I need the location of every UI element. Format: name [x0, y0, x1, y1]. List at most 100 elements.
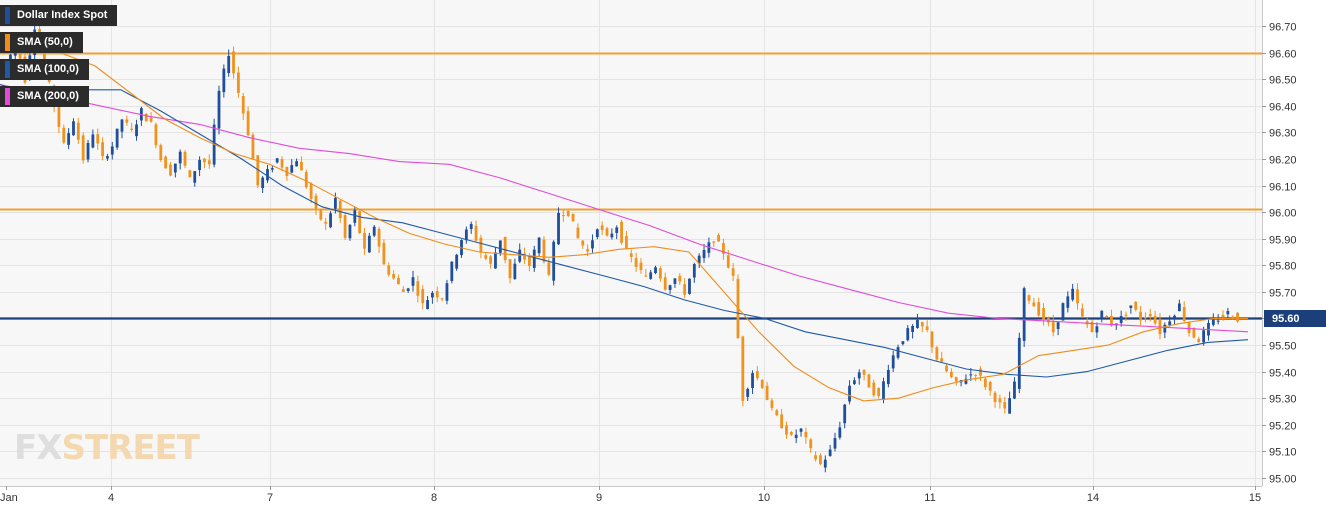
candle-body	[130, 128, 134, 131]
candle-body	[508, 259, 512, 279]
candle-body	[1037, 302, 1041, 316]
y-tick-label: 96.20	[1269, 155, 1297, 167]
candle-body	[765, 385, 769, 401]
candle-body	[110, 146, 114, 155]
candle-body	[397, 277, 400, 284]
candle-body	[823, 459, 827, 468]
candle-body	[1134, 301, 1138, 310]
candle-body	[188, 170, 192, 178]
candle-body	[833, 438, 837, 449]
candle-body	[474, 225, 478, 241]
candle-body	[440, 298, 444, 300]
candle-body	[625, 236, 628, 249]
candle-body	[159, 145, 163, 161]
y-tick-label: 96.10	[1269, 182, 1297, 194]
candle-body	[120, 119, 124, 132]
candle-body	[445, 283, 449, 301]
candle-body	[722, 243, 725, 254]
candle-body	[1144, 317, 1147, 319]
candle-body	[814, 455, 817, 460]
candle-body	[576, 227, 580, 239]
candle-body	[309, 183, 313, 199]
candle-body	[285, 166, 289, 177]
candle-body	[416, 281, 420, 296]
candle-body	[431, 292, 434, 298]
candle-body	[338, 200, 342, 219]
y-tick-label: 96.70	[1269, 22, 1297, 34]
x-tick-label: 15	[1249, 492, 1261, 504]
candle-body	[314, 195, 318, 209]
candle-body	[144, 113, 148, 122]
candle-body	[950, 371, 953, 378]
candle-body	[901, 341, 905, 345]
price-tag-label: 95.60	[1272, 313, 1300, 325]
last-price-tag: 95.60	[1264, 310, 1326, 327]
candle-body	[57, 106, 61, 127]
candle-body	[207, 160, 211, 165]
candle-body	[877, 387, 881, 397]
legend-swatch	[5, 88, 10, 105]
candle-body	[96, 134, 100, 144]
fxstreet-logo: FXSTREET	[14, 428, 200, 468]
candle-body	[1211, 319, 1215, 325]
candle-body	[1153, 316, 1157, 324]
candle-body	[697, 255, 701, 264]
candle-body	[571, 213, 575, 222]
candle-body	[489, 256, 493, 264]
candle-body	[746, 388, 750, 397]
moving-averages	[0, 52, 1249, 402]
y-tick-label: 96.60	[1269, 49, 1297, 61]
candle-body	[86, 142, 90, 160]
candle-body	[896, 347, 900, 358]
candle-body	[1139, 311, 1142, 321]
candle-body	[760, 379, 764, 388]
candle-body	[290, 165, 294, 173]
y-tick-label: 95.40	[1269, 368, 1297, 380]
candle-body	[421, 289, 425, 304]
candle-body	[1051, 321, 1055, 333]
candle-body	[280, 159, 284, 168]
candle-body	[334, 197, 337, 209]
candle-body	[857, 372, 861, 379]
candle-body	[513, 263, 517, 280]
candle-body	[135, 124, 138, 137]
candle-body	[639, 262, 643, 270]
candle-body	[702, 249, 706, 259]
candle-body	[935, 347, 939, 360]
candle-body	[1027, 295, 1031, 301]
candle-body	[193, 171, 197, 183]
candle-body	[503, 236, 507, 261]
candle-body	[1066, 296, 1070, 308]
legend-item-instrument[interactable]: Dollar Index Spot	[0, 5, 118, 26]
candle-body	[528, 255, 531, 266]
candle-body	[1110, 315, 1113, 326]
legend-item-sma-50[interactable]: SMA (50,0)	[0, 32, 83, 53]
candle-body	[819, 455, 822, 465]
candle-body	[988, 381, 992, 391]
candle-body	[998, 398, 1002, 403]
candle-body	[241, 96, 245, 114]
candle-body	[891, 355, 895, 369]
candle-body	[770, 400, 774, 408]
candle-body	[169, 164, 172, 176]
candle-body	[1173, 315, 1176, 319]
candle-body	[799, 428, 803, 432]
candle-body	[979, 368, 982, 376]
candle-body	[353, 210, 357, 223]
candle-body	[426, 300, 429, 310]
candle-body	[775, 410, 779, 416]
candle-body	[780, 414, 784, 429]
legend-item-sma-100[interactable]: SMA (100,0)	[0, 59, 89, 80]
candle-body	[479, 237, 483, 253]
gridlines	[0, 0, 1262, 486]
legend-item-sma-200[interactable]: SMA (200,0)	[0, 86, 89, 107]
y-tick-label: 96.50	[1269, 75, 1297, 87]
candle-body	[236, 72, 240, 93]
candle-body	[566, 210, 570, 217]
price-tag-box	[1264, 310, 1326, 327]
candle-body	[183, 151, 187, 166]
candle-body	[1129, 305, 1133, 308]
candle-body	[906, 328, 910, 341]
candle-body	[91, 134, 95, 148]
y-axis: 95.00 95.10 95.20 95.30 95.40 95.50 95.60 95.70…	[1262, 0, 1326, 509]
